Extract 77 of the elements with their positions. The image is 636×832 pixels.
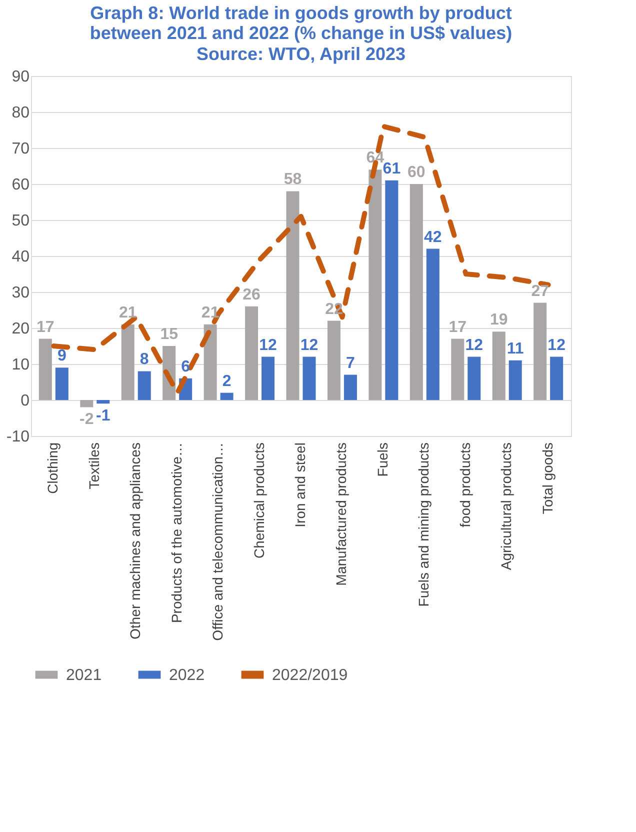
data-label: -2 — [80, 411, 94, 428]
bar — [368, 170, 382, 400]
data-label: 26 — [242, 286, 261, 304]
bar — [344, 374, 357, 400]
bar — [38, 338, 52, 400]
y-tick-label: -10 — [6, 428, 30, 446]
bar — [138, 371, 151, 400]
legend-label: 2022/2019 — [272, 666, 348, 684]
chart-title: Graph 8: World trade in goods growth by product between 2021 and 2022 (% change in US$ values) — [90, 3, 512, 43]
data-label: 15 — [160, 326, 178, 343]
bar — [385, 180, 398, 400]
data-label: 27 — [531, 282, 550, 300]
y-tick-label: 60 — [12, 176, 30, 194]
x-tick-label: Fuels — [374, 442, 390, 477]
bar — [468, 356, 481, 400]
x-tick-label: Total goods — [539, 442, 556, 514]
bar — [492, 332, 506, 400]
bar — [410, 184, 423, 400]
x-tick-label: Manufactured products — [333, 442, 350, 586]
data-label: 12 — [548, 336, 566, 354]
x-tick-label: Agricultural products — [498, 442, 514, 570]
data-label: 19 — [490, 312, 508, 329]
data-label: 8 — [140, 351, 149, 368]
x-tick-label: food products — [456, 442, 473, 528]
y-tick-label: 10 — [12, 356, 30, 374]
bar — [204, 324, 217, 400]
data-label: 11 — [506, 340, 524, 358]
bar — [80, 400, 94, 408]
data-label: 17 — [36, 318, 54, 336]
x-tick-label: Textiles — [86, 442, 102, 490]
legend-label: 2021 — [66, 666, 102, 684]
bar — [508, 360, 522, 400]
bar — [451, 338, 464, 400]
y-tick-label: 40 — [12, 248, 30, 266]
data-label: 9 — [57, 348, 66, 365]
y-tick-label: 0 — [20, 392, 30, 410]
y-tick-label: 70 — [12, 140, 30, 158]
data-label: 12 — [300, 336, 318, 354]
data-label: 17 — [448, 318, 467, 336]
bar — [327, 320, 340, 400]
bar — [121, 324, 134, 400]
x-tick-label: Chemical products — [250, 442, 267, 558]
x-tick-label: Fuels and mining products — [416, 442, 432, 607]
data-label: 64 — [366, 150, 384, 167]
bar — [245, 306, 258, 400]
data-label: 42 — [424, 228, 442, 246]
bar — [534, 302, 547, 400]
y-tick-label: 20 — [12, 320, 30, 338]
data-label: -1 — [96, 408, 110, 425]
data-label: 12 — [259, 336, 278, 354]
bar — [302, 356, 316, 400]
data-label: 60 — [408, 164, 426, 181]
bar — [220, 392, 234, 400]
chart-subtitle: Source: WTO, April 2023 — [196, 44, 406, 64]
y-tick-label: 30 — [12, 284, 30, 302]
data-label: 7 — [346, 354, 356, 372]
x-tick-label: Other machines and appliances — [127, 442, 144, 640]
bar — [96, 400, 110, 404]
data-label: 2 — [222, 372, 232, 390]
x-tick-label: Products of the automotive… — [168, 442, 184, 624]
x-tick-label: Clothing — [44, 442, 61, 494]
x-tick-label: Iron and steel — [292, 442, 308, 528]
data-label: 6 — [181, 358, 190, 376]
bar — [550, 356, 564, 400]
bar — [286, 191, 300, 400]
data-label: 21 — [118, 304, 137, 322]
data-label: 58 — [284, 171, 302, 188]
y-tick-label: 50 — [12, 212, 30, 230]
bar — [55, 368, 68, 400]
bar — [426, 248, 440, 400]
x-tick-label: Office and telecommunication… — [210, 442, 226, 641]
y-tick-label: 80 — [12, 104, 30, 122]
data-label: 61 — [382, 160, 401, 178]
y-tick-label: 90 — [12, 68, 30, 86]
bar — [262, 356, 275, 400]
legend-label: 2022 — [169, 666, 205, 684]
data-label: 12 — [465, 336, 484, 354]
